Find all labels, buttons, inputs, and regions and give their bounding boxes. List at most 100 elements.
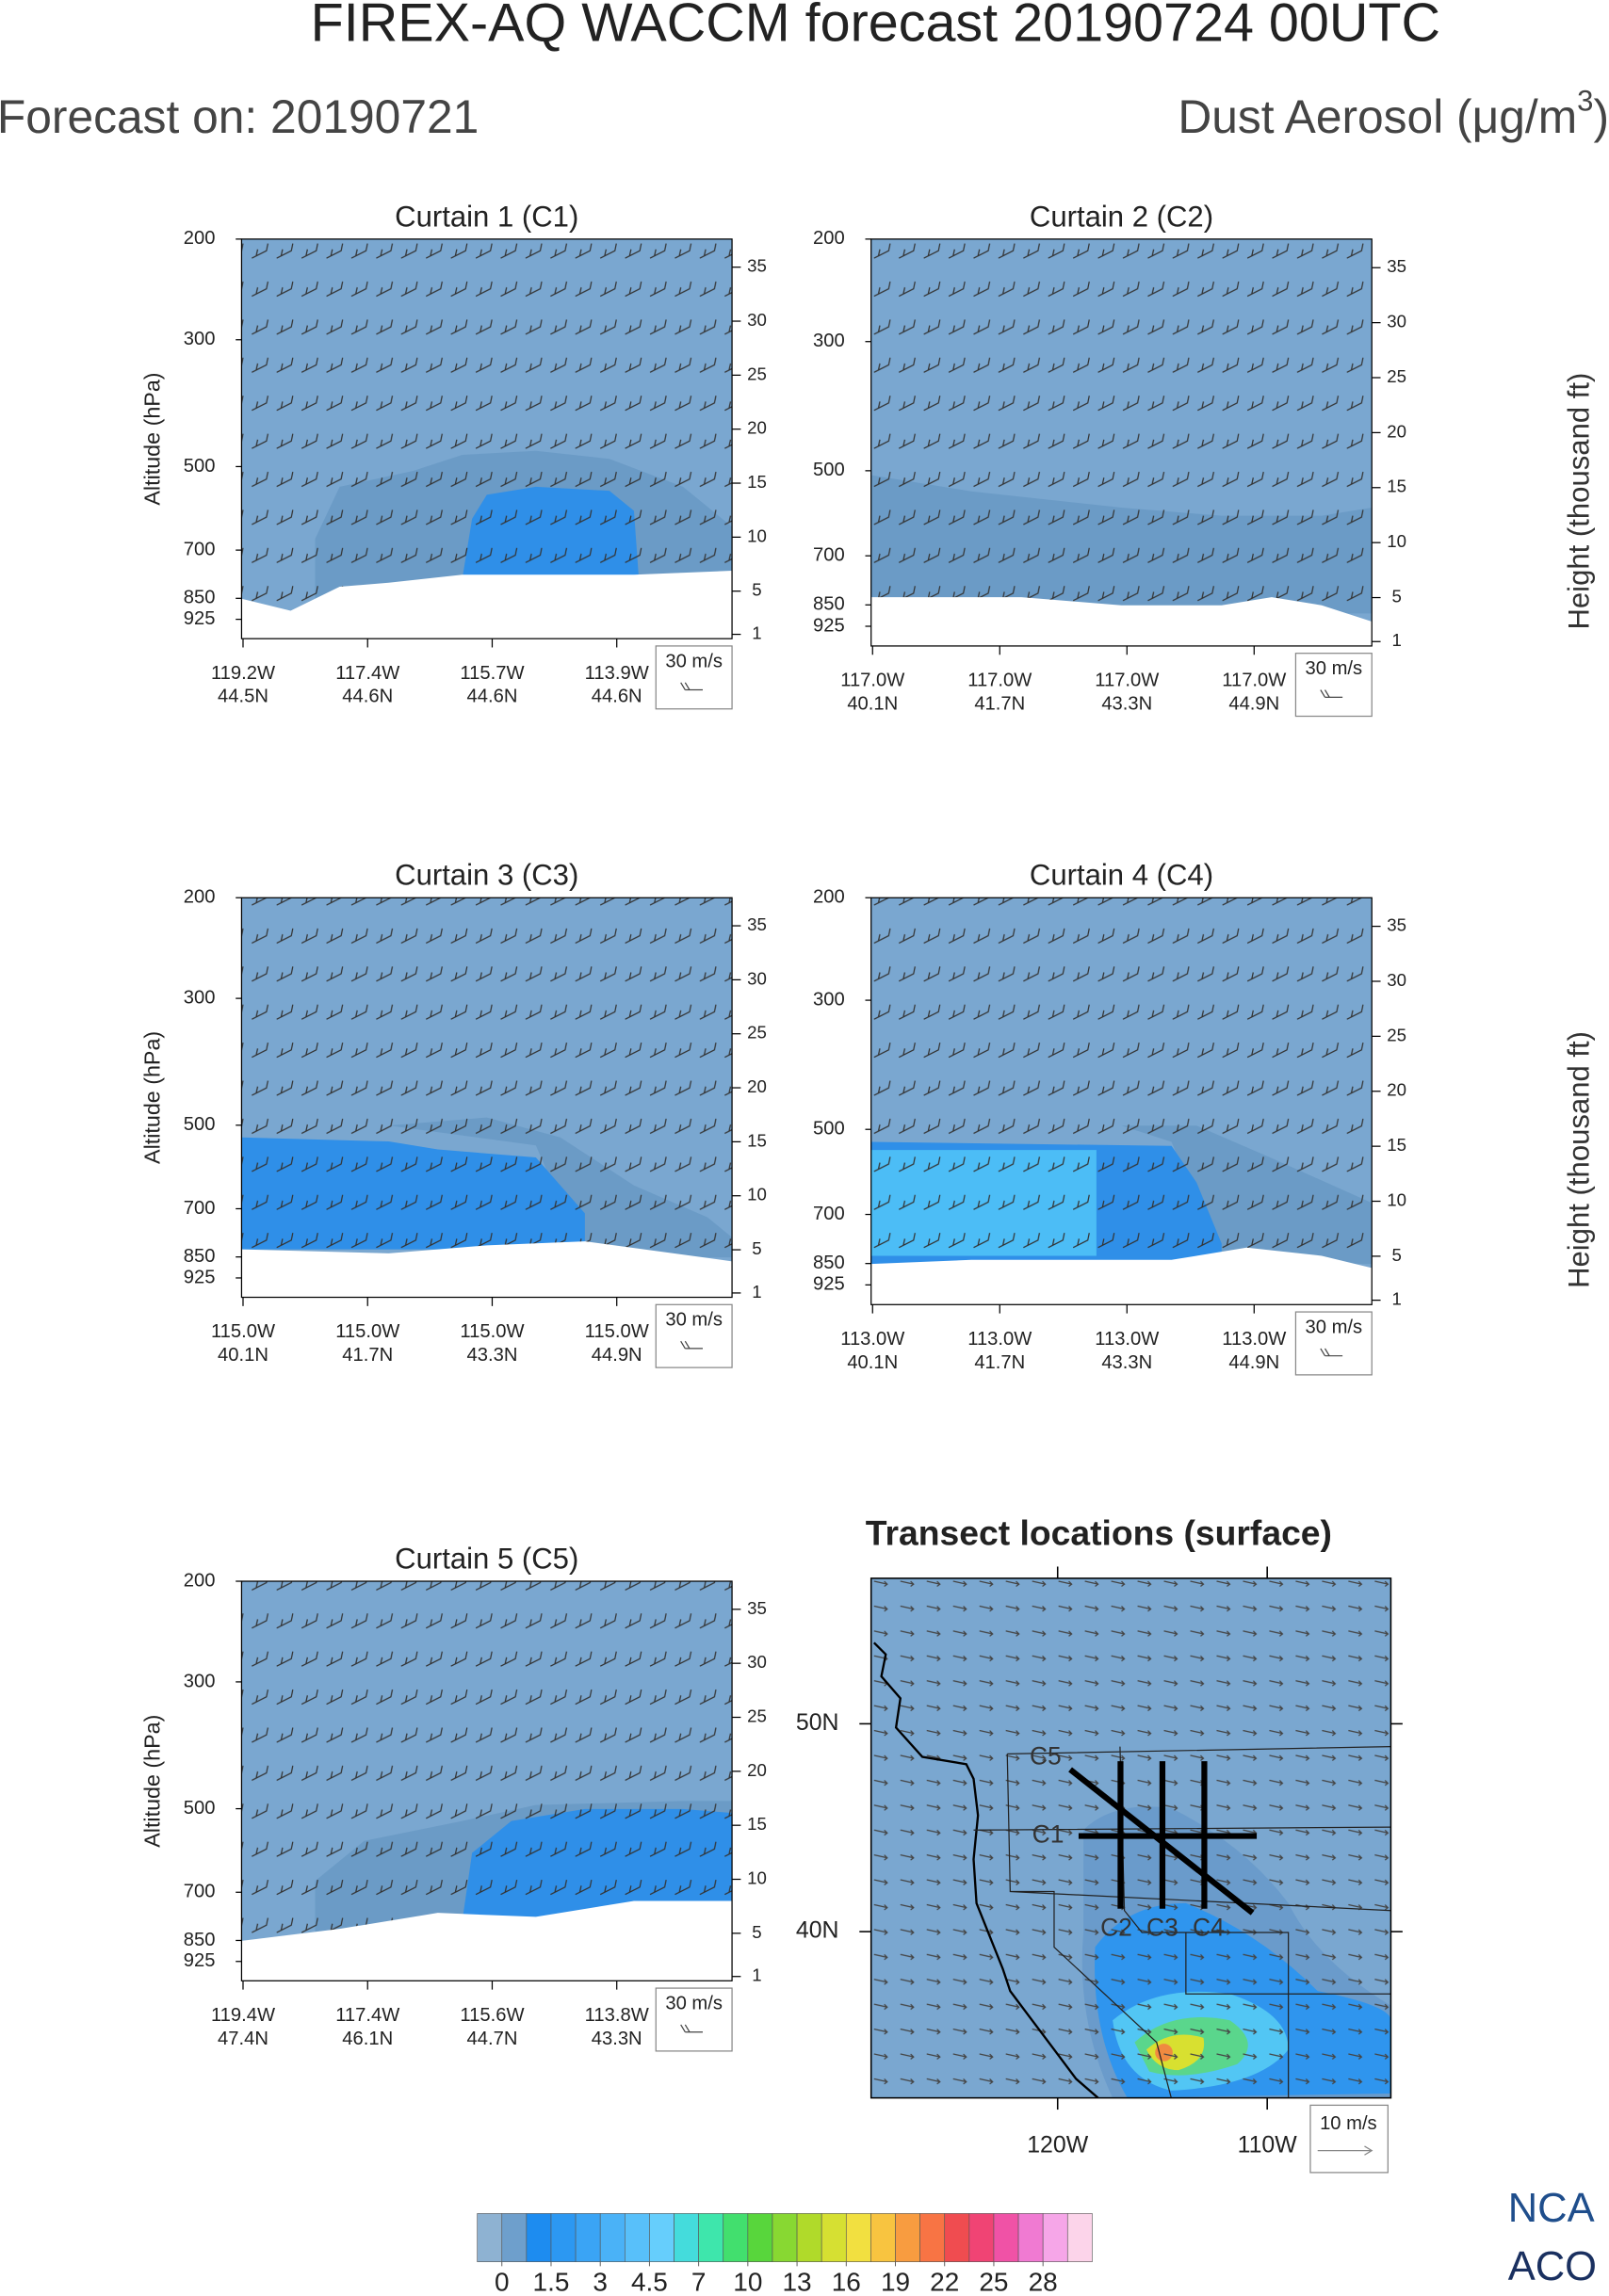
x-tick-label: 113.0W — [840, 1329, 904, 1350]
colorbar-label: 10 — [733, 2267, 762, 2296]
y2-tick-label: 25 — [747, 364, 767, 383]
y2-tick-label: 5 — [752, 1238, 761, 1258]
y-tick-label: 925 — [184, 1950, 216, 1971]
y-tick-label: 700 — [813, 545, 845, 566]
y2-tick-label: 20 — [747, 1076, 767, 1096]
y-axis-label: Altitude (hPa) — [139, 1031, 164, 1164]
y-tick-label: 850 — [184, 1246, 216, 1267]
wind-reference-box — [655, 645, 733, 710]
y2-tick-label: 35 — [747, 256, 767, 276]
y2-tick-label: 25 — [1387, 366, 1406, 386]
y2-axis-label: Height (thousand ft) — [1563, 1031, 1596, 1288]
curtain-panel: Curtain 5 (C5)20030050070085092515101520… — [139, 1542, 767, 2052]
x-tick-label: 115.7W — [460, 663, 524, 684]
wind-barbs — [870, 238, 1373, 646]
x-tick-label: 40.1N — [847, 693, 898, 714]
transect-line — [1068, 1767, 1255, 1916]
x-tick-label: 110W — [1238, 2131, 1298, 2158]
plot-frame — [240, 238, 733, 639]
x-tick-label: 119.4W — [211, 2005, 275, 2026]
colorbar-label: 0 — [495, 2267, 510, 2296]
variable-label: Dust Aerosol (μg/m3) — [1178, 85, 1609, 144]
panel-title: Curtain 1 (C1) — [395, 200, 578, 233]
x-tick-label: 44.6N — [342, 687, 393, 707]
curtain-panel: Curtain 4 (C4)20030050070085092515101520… — [813, 859, 1596, 1376]
colorbar-box — [747, 2213, 773, 2263]
y2-tick-label: 15 — [747, 1814, 767, 1834]
y2-tick-label: 10 — [747, 525, 767, 545]
plot-frame — [870, 238, 1373, 647]
colorbar-label: 19 — [881, 2267, 910, 2296]
y-tick-label: 300 — [184, 1671, 216, 1691]
colorbar-label: 22 — [930, 2267, 959, 2296]
y2-tick-label: 1 — [1391, 630, 1401, 650]
y-tick-label: 700 — [184, 1198, 216, 1219]
plot-frame — [240, 897, 733, 1299]
y-tick-label: 500 — [184, 1798, 216, 1819]
colorbar-box — [772, 2213, 798, 2263]
colorbar-label: 7 — [691, 2267, 707, 2296]
y-tick-label: 850 — [813, 1253, 845, 1273]
y2-tick-label: 1 — [752, 1282, 761, 1302]
x-tick-label: 40.1N — [847, 1352, 898, 1373]
x-tick-label: 47.4N — [218, 2029, 268, 2049]
colorbar-box — [1017, 2213, 1044, 2263]
colorbar-label: 1.5 — [533, 2267, 570, 2296]
transect-label: C4 — [1193, 1914, 1225, 1942]
x-tick-label: 44.5N — [218, 687, 268, 707]
logo-bottom: ACO — [1508, 2244, 1597, 2289]
x-tick-label: 46.1N — [342, 2029, 393, 2049]
y-tick-label: 925 — [184, 608, 216, 629]
y2-tick-label: 20 — [747, 418, 767, 438]
colorbar-label: 28 — [1029, 2267, 1058, 2296]
y2-tick-label: 15 — [1387, 1135, 1406, 1155]
y2-tick-label: 5 — [752, 1922, 761, 1942]
logo-top: NCA — [1508, 2186, 1595, 2231]
colorbar-box — [870, 2213, 896, 2263]
y2-tick-label: 10 — [747, 1868, 767, 1887]
y2-tick-label: 5 — [752, 580, 761, 600]
y-tick-label: 850 — [813, 594, 845, 615]
y2-tick-label: 10 — [1387, 531, 1406, 551]
y2-tick-label: 1 — [1391, 1289, 1401, 1309]
x-tick-label: 44.9N — [1228, 1352, 1279, 1373]
y-tick-label: 925 — [813, 1274, 845, 1295]
y-tick-label: 300 — [813, 989, 845, 1010]
transect-label: C5 — [1030, 1742, 1062, 1771]
variable-superscript: 3 — [1577, 85, 1593, 118]
y2-tick-label: 15 — [1387, 477, 1406, 496]
colorbar-box — [821, 2213, 847, 2263]
x-tick-label: 113.8W — [585, 2005, 649, 2026]
colorbar-box — [895, 2213, 920, 2263]
y2-tick-label: 5 — [1391, 586, 1401, 606]
y-tick-label: 200 — [813, 228, 845, 249]
x-tick-label: 115.0W — [460, 1321, 524, 1342]
x-tick-label: 43.3N — [1101, 693, 1152, 714]
x-tick-label: 117.4W — [335, 2005, 399, 2026]
y-tick-label: 300 — [184, 987, 216, 1008]
x-tick-label: 117.0W — [967, 671, 1032, 691]
y-tick-label: 700 — [813, 1204, 845, 1224]
y2-tick-label: 10 — [747, 1185, 767, 1205]
plot-frame — [870, 897, 1373, 1305]
y-tick-label: 50N — [796, 1709, 839, 1736]
y-tick-label: 200 — [184, 1570, 216, 1591]
y-tick-label: 925 — [184, 1267, 216, 1287]
wind-reference-label: 30 m/s — [1306, 1318, 1363, 1338]
terrain — [241, 1241, 733, 1298]
colorbar-box — [796, 2213, 822, 2263]
y2-tick-label: 35 — [747, 1598, 767, 1618]
x-tick-label: 113.0W — [1222, 1329, 1286, 1350]
y2-tick-label: 30 — [747, 310, 767, 330]
x-tick-label: 115.0W — [211, 1321, 275, 1342]
y2-tick-label: 15 — [747, 472, 767, 492]
wind-reference-label: 30 m/s — [1306, 658, 1363, 679]
wind-reference-label: 30 m/s — [665, 651, 723, 671]
y-tick-label: 300 — [813, 331, 845, 351]
y2-tick-label: 15 — [747, 1130, 767, 1150]
y2-tick-label: 20 — [1387, 1080, 1406, 1100]
colorbar-box — [919, 2213, 946, 2263]
colorbar-box — [599, 2213, 626, 2263]
terrain — [241, 1900, 733, 1981]
